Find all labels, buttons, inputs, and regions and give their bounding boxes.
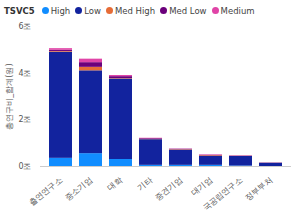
svg-text:6조: 6조 <box>18 22 31 31</box>
svg-text:기타: 기타 <box>136 175 154 192</box>
html-text:Medium: Medium <box>220 5 255 16</box>
svg-text:정부부처: 정부부처 <box>244 175 274 202</box>
svg-text:2조: 2조 <box>18 115 31 124</box>
html-text:Med Low: Med Low <box>169 5 207 16</box>
svg-text:4조: 4조 <box>18 69 31 78</box>
html-text:Med High: Med High <box>115 5 156 16</box>
svg-text:0조: 0조 <box>18 162 31 171</box>
svg-text:중소기업: 중소기업 <box>64 175 94 202</box>
html-text:Low: Low <box>84 5 101 16</box>
html-text:High: High <box>50 5 71 16</box>
svg-text:국공립연구소: 국공립연구소 <box>201 175 244 213</box>
svg-text:총연구비_합계(원): 총연구비_합계(원) <box>5 63 14 129</box>
svg-text:대기업: 대기업 <box>190 175 214 197</box>
svg-text:중견기업: 중견기업 <box>154 175 184 202</box>
svg-text:대학: 대학 <box>106 175 124 192</box>
html-text:TSVC5: TSVC5 <box>4 5 35 16</box>
svg-text:출연연구소: 출연연구소 <box>28 175 64 208</box>
